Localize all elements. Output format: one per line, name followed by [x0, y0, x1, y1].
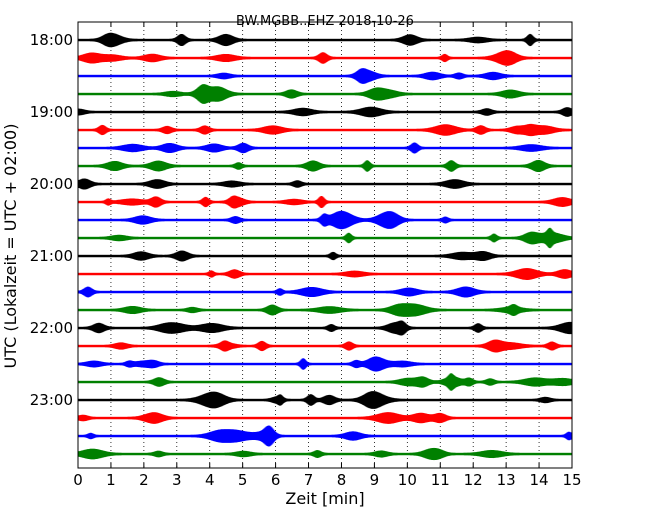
y-tick-label: 22:00: [30, 319, 73, 337]
trace-2230: [77, 356, 573, 372]
trace-2030: [77, 210, 573, 230]
x-axis-ticks: 0 1 2 3 4 5 6 7 8 9 10 11 12 13 14 15: [73, 22, 582, 489]
trace-1845: [77, 84, 573, 104]
trace-1900: [77, 106, 573, 118]
y-tick-label: 18:00: [30, 31, 73, 49]
trace-1815: [77, 50, 573, 66]
trace-1945: [77, 159, 573, 173]
x-tick-label: 9: [370, 471, 380, 489]
trace-1830: [77, 68, 573, 84]
y-tick-label: 19:00: [30, 103, 73, 121]
trace-2000: [77, 178, 573, 190]
plot-frame: [77, 21, 573, 469]
trace-2330: [77, 425, 573, 447]
x-tick-label: 11: [431, 471, 450, 489]
y-tick-label: 21:00: [30, 247, 73, 265]
seismogram-traces: [77, 32, 573, 461]
x-tick-label: 7: [304, 471, 314, 489]
trace-2115: [77, 268, 573, 280]
trace-2200: [77, 320, 573, 336]
trace-2215: [77, 339, 573, 353]
trace-2300: [77, 391, 573, 409]
trace-1800: [77, 32, 573, 48]
x-tick-label: 0: [73, 471, 83, 489]
x-tick-label: 6: [271, 471, 281, 489]
x-tick-label: 10: [398, 471, 417, 489]
x-tick-label: 15: [562, 471, 581, 489]
trace-2015: [77, 195, 573, 209]
y-axis-ticks: 18:00 19:00 20:00 21:00 22:00 23:00: [30, 31, 572, 409]
trace-2045: [77, 227, 573, 249]
trace-2145: [77, 303, 573, 317]
y-axis-label: UTC (Lokalzeit = UTC + 02:00): [1, 124, 20, 369]
x-axis-label: Zeit [min]: [285, 489, 364, 508]
trace-1930: [77, 142, 573, 154]
x-tick-label: 12: [464, 471, 483, 489]
x-tick-label: 13: [497, 471, 516, 489]
trace-1915: [77, 123, 573, 137]
x-tick-label: 14: [530, 471, 549, 489]
trace-2100: [77, 250, 573, 262]
trace-2130: [77, 286, 573, 298]
y-tick-label: 23:00: [30, 391, 73, 409]
x-tick-label: 1: [106, 471, 116, 489]
x-tick-label: 3: [172, 471, 182, 489]
x-tick-label: 2: [139, 471, 149, 489]
trace-2345: [77, 447, 573, 461]
y-tick-label: 20:00: [30, 175, 73, 193]
x-tick-label: 8: [337, 471, 347, 489]
x-tick-label: 5: [238, 471, 248, 489]
trace-2315: [77, 412, 573, 424]
trace-2245: [77, 373, 573, 391]
x-tick-label: 4: [205, 471, 215, 489]
